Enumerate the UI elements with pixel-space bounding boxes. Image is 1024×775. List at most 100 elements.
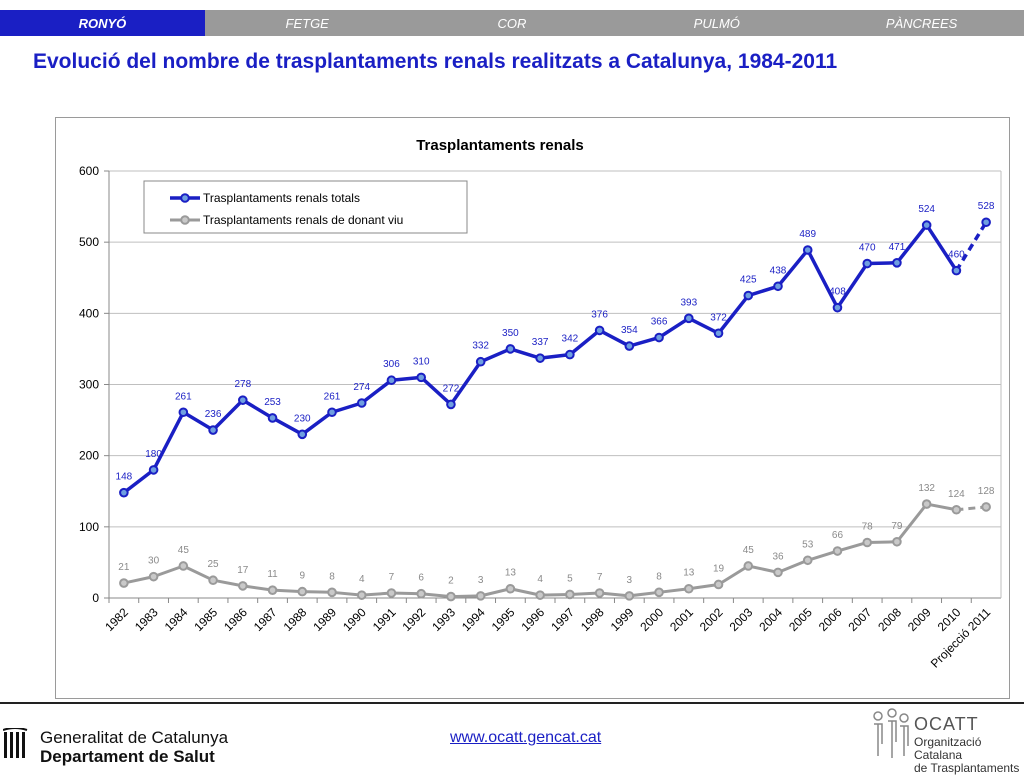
tab-pulmo[interactable]: PULMÓ [614, 10, 820, 36]
series-total-point [921, 220, 932, 230]
series-total-point [386, 375, 397, 386]
series-total-data-label: 350 [502, 328, 519, 339]
series-living-donor-point [773, 567, 783, 578]
series-total-data-label: 278 [234, 379, 251, 390]
series-living-donor-data-label: 36 [772, 551, 784, 562]
series-total-point [178, 407, 189, 418]
page-title: Evolució del nombre de trasplantaments r… [33, 50, 838, 73]
website-link[interactable]: www.ocatt.gencat.cat [450, 729, 602, 746]
series-living-donor-point [713, 579, 724, 590]
x-tick-label: 1992 [400, 605, 429, 634]
series-total-point [446, 399, 456, 410]
tab-ronyo[interactable]: RONYÓ [0, 10, 205, 36]
series-total-point [862, 258, 873, 269]
series-total-point [327, 407, 337, 418]
x-tick-label: 1984 [162, 605, 191, 634]
series-living-donor-data-label: 128 [978, 486, 995, 497]
x-tick-label: 1995 [489, 605, 518, 634]
x-tick-label: 1982 [102, 605, 131, 634]
series-total-projection-line [954, 221, 988, 272]
series-total-data-label: 236 [205, 409, 222, 420]
x-tick-label: 1997 [548, 605, 577, 634]
series-living-donor-data-label: 66 [832, 530, 844, 541]
series-living-donor-point [446, 591, 456, 602]
series-living-donor-data-label: 9 [299, 571, 305, 582]
generalitat-logo-icon [3, 728, 28, 758]
series-living-donor-data-label: 3 [478, 575, 484, 586]
generalitat-text: Generalitat de Catalunya Departament de … [40, 728, 228, 766]
series-total-data-label: 342 [562, 334, 579, 345]
ocatt-subtitle: Organització Catalana de Trasplantaments [914, 736, 1024, 775]
series-living-donor-point [505, 583, 516, 594]
series-total-point [773, 281, 783, 292]
series-total-point [594, 325, 605, 336]
series-living-donor-point [743, 561, 754, 571]
series-living-donor-point [951, 504, 962, 515]
series-living-donor-point [535, 590, 545, 600]
tab-pancrees[interactable]: PÀNCREES [819, 10, 1024, 36]
series-living-donor-point [475, 591, 486, 601]
series-total-data-label: 438 [770, 265, 787, 276]
series-total-data-label: 376 [591, 309, 608, 320]
series-living-donor-data-label: 7 [389, 572, 395, 583]
x-tick-label: 2007 [846, 605, 875, 634]
series-total-point [565, 349, 575, 360]
series-living-donor-point [594, 588, 605, 598]
x-tick-label: 1988 [281, 605, 310, 634]
series-total-point [892, 258, 902, 268]
series-living-donor-data-label: 30 [148, 556, 160, 567]
series-total-data-label: 148 [116, 472, 133, 483]
series-total-data-label: 470 [859, 243, 876, 254]
x-tick-label: 1990 [340, 605, 369, 634]
series-total-point [475, 356, 486, 367]
series-living-donor-point [119, 578, 129, 588]
ocatt-sub-line1: Organització Catalana [914, 735, 982, 762]
series-total-data-label: 272 [443, 383, 460, 394]
series-total-data-label: 489 [799, 229, 816, 240]
y-tick-label: 0 [92, 591, 99, 605]
series-living-donor-point [327, 587, 337, 598]
series-living-donor-data-label: 8 [656, 571, 662, 582]
ocatt-sub-line2: de Trasplantaments [914, 761, 1020, 775]
x-tick-label: 1994 [459, 605, 488, 634]
series-total-point [119, 487, 129, 498]
x-tick-label: 2006 [816, 605, 845, 634]
series-total-data-label: 471 [889, 242, 906, 253]
x-tick-label: 2001 [667, 605, 696, 634]
series-living-donor-point [654, 587, 664, 598]
footer-divider [0, 702, 1024, 704]
series-total-point [416, 372, 427, 383]
series-living-donor-data-label: 8 [329, 571, 335, 582]
y-tick-label: 100 [79, 520, 99, 534]
series-total-point [148, 465, 159, 475]
series-living-donor-point [386, 588, 397, 598]
series-living-donor-data-label: 78 [862, 521, 874, 532]
legend-label: Trasplantaments renals totals [203, 191, 360, 205]
series-living-donor-data-label: 7 [597, 572, 603, 583]
series-living-donor-point [832, 546, 843, 556]
tab-fetge[interactable]: FETGE [204, 10, 410, 36]
series-living-donor-point [684, 583, 694, 594]
series-living-donor-data-label: 124 [948, 489, 965, 500]
y-tick-label: 300 [79, 378, 99, 392]
legend-box [143, 180, 468, 234]
x-tick-label: 1999 [608, 605, 637, 634]
tab-cor[interactable]: COR [409, 10, 615, 36]
series-total-data-label: 332 [472, 341, 489, 352]
x-tick-label: 1987 [251, 605, 280, 634]
generalitat-name: Generalitat de Catalunya [40, 728, 229, 747]
series-total-point [654, 332, 664, 343]
series-living-donor-projection-line [956, 505, 987, 512]
series-total-data-label: 180 [145, 449, 162, 460]
series-living-donor-point [862, 537, 873, 548]
y-tick-label: 200 [79, 449, 99, 463]
series-living-donor-data-label: 13 [683, 568, 695, 579]
x-tick-label: 2000 [637, 605, 666, 634]
series-living-donor-data-label: 3 [627, 575, 633, 586]
series-total-point [535, 353, 545, 363]
series-total-data-label: 261 [324, 391, 341, 402]
series-total-data-label: 408 [829, 287, 846, 298]
series-living-donor-point [416, 588, 427, 599]
x-tick-label: 2005 [786, 605, 815, 634]
x-tick-label: 1998 [578, 605, 607, 634]
